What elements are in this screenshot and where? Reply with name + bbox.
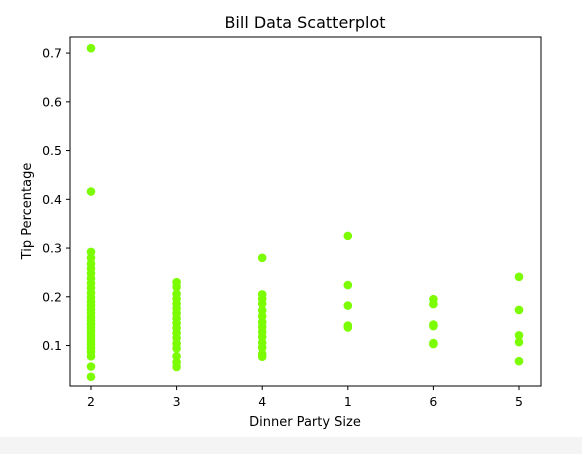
data-point bbox=[172, 362, 181, 372]
x-axis-label: Dinner Party Size bbox=[249, 415, 361, 430]
data-point bbox=[514, 331, 524, 340]
x-tick-label: 4 bbox=[258, 394, 266, 409]
y-tick-label: 0.4 bbox=[42, 192, 62, 207]
data-point bbox=[86, 351, 96, 361]
x-tick-label: 2 bbox=[87, 394, 95, 409]
x-tick-label: 5 bbox=[515, 394, 523, 409]
y-axis-label: Tip Percentage bbox=[20, 163, 35, 261]
data-point bbox=[86, 372, 96, 382]
x-tick-label: 6 bbox=[429, 394, 437, 409]
data-point bbox=[343, 280, 353, 290]
x-axis: 2 3 4 1 6 5 bbox=[87, 386, 523, 409]
data-point bbox=[86, 362, 96, 371]
points-layer bbox=[86, 43, 524, 382]
y-tick-label: 0.3 bbox=[42, 241, 62, 256]
data-point bbox=[429, 321, 438, 331]
data-point bbox=[514, 356, 524, 366]
data-point bbox=[514, 272, 524, 282]
x-tick-label: 1 bbox=[344, 394, 352, 409]
data-point bbox=[343, 301, 353, 310]
plot-area bbox=[69, 36, 542, 387]
data-point bbox=[514, 337, 524, 347]
data-point bbox=[257, 299, 267, 308]
data-point bbox=[343, 323, 353, 332]
data-point bbox=[86, 187, 96, 196]
y-axis: 0.1 0.2 0.3 0.4 0.5 0.6 0.7 bbox=[42, 46, 70, 353]
chart-title: Bill Data Scatterplot bbox=[224, 13, 385, 32]
y-tick-label: 0.5 bbox=[42, 143, 62, 158]
data-point bbox=[429, 299, 438, 309]
y-tick-label: 0.1 bbox=[42, 338, 62, 353]
data-point bbox=[172, 282, 181, 292]
data-point bbox=[257, 352, 267, 362]
data-point bbox=[172, 344, 181, 353]
data-point bbox=[429, 339, 438, 349]
x-tick-label: 3 bbox=[173, 394, 181, 409]
data-point bbox=[257, 253, 267, 263]
data-point bbox=[514, 305, 524, 315]
y-tick-label: 0.2 bbox=[42, 289, 62, 304]
y-tick-label: 0.6 bbox=[42, 94, 62, 109]
bottom-strip bbox=[0, 437, 582, 454]
data-point bbox=[257, 343, 267, 352]
scatter-chart: Bill Data Scatterplot 0.1 0.2 0.3 0.4 0.5 0.6… bbox=[20, 13, 542, 430]
data-point bbox=[343, 231, 353, 241]
data-point bbox=[86, 43, 96, 53]
y-tick-label: 0.7 bbox=[42, 46, 62, 61]
